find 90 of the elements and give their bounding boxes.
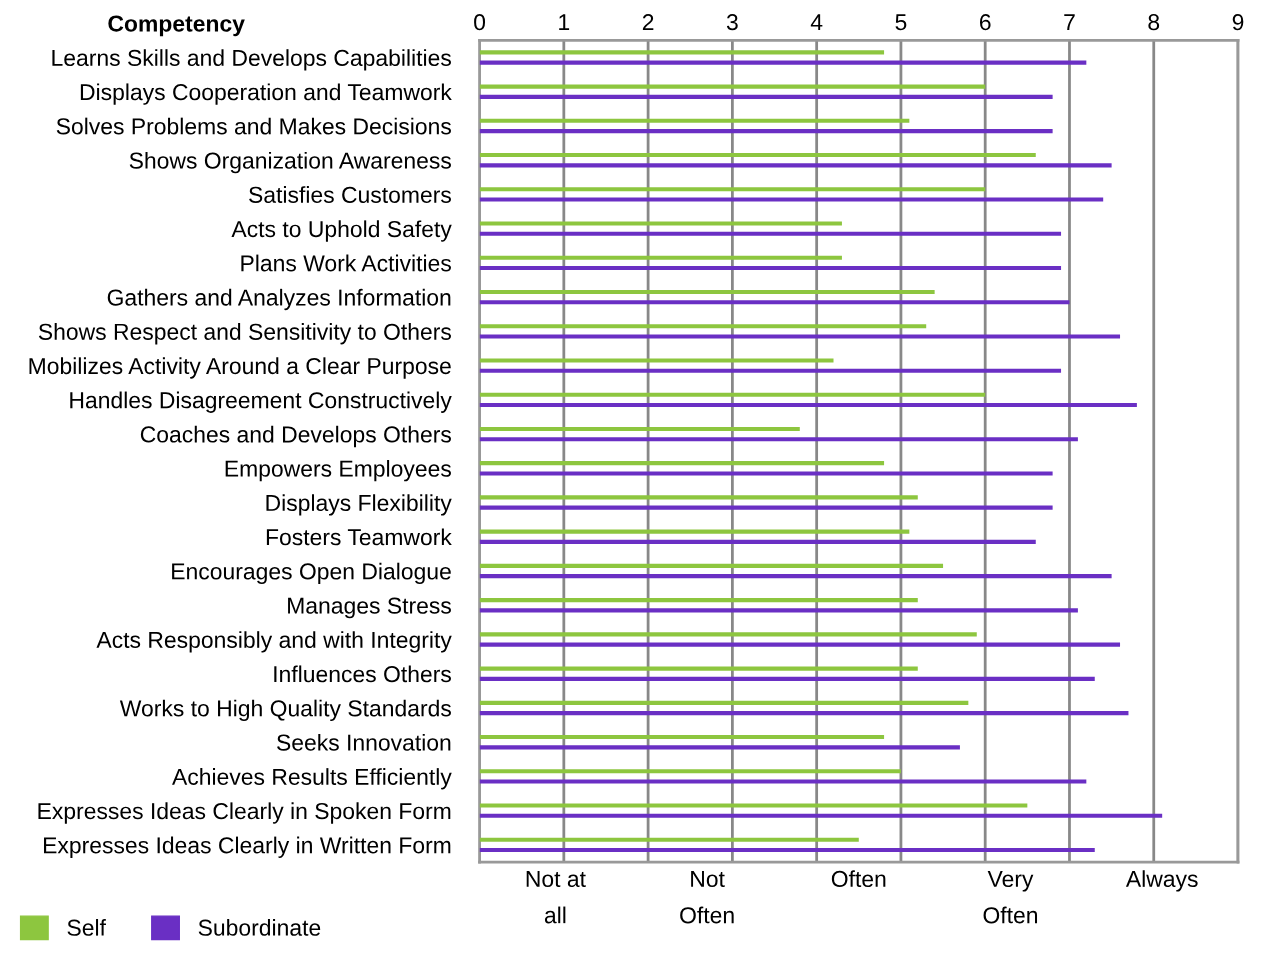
bar	[479, 289, 935, 295]
bar	[479, 84, 986, 89]
y-tick-label: Acts Responsibly and with Integrity	[96, 631, 452, 653]
y-tick-label: Seeks Innovation	[277, 733, 451, 751]
y-tick-label: Encourages Open Dialogue	[172, 562, 451, 585]
bar	[479, 221, 842, 226]
x-tick-label: 9	[1232, 14, 1244, 31]
y-tick-label: Learns Skills and Develops Capabilities	[52, 49, 451, 71]
x-tick-label: 6	[979, 14, 991, 31]
bar	[479, 461, 885, 466]
text: Very Often	[983, 871, 1038, 924]
y-tick-label: Acts to Uphold Safety	[231, 220, 452, 242]
text: Always	[1125, 870, 1198, 892]
legend-label: Subordinate	[198, 919, 321, 936]
bar	[479, 711, 1129, 716]
bar	[479, 94, 1053, 99]
bar	[479, 505, 1053, 510]
y-tick-label: Handles Disagreement Constructively	[70, 391, 452, 413]
y-tick-label: Coaches and Develops Others	[140, 425, 451, 448]
bar	[479, 334, 1121, 339]
bar	[479, 231, 1062, 236]
y-tick-label: Works to High Quality Standards	[119, 699, 451, 722]
bar	[479, 437, 1078, 442]
y-tick-label: Shows Organization Awareness	[129, 151, 451, 174]
bar	[479, 563, 944, 568]
bar	[479, 300, 1070, 305]
y-tick-label: Empowers Employees	[225, 460, 451, 482]
y-tick-label: Displays Flexibility	[266, 494, 452, 516]
y-tick-label: Mobilizes Activity Around a Clear Purpose	[29, 357, 451, 379]
bar	[479, 837, 859, 842]
bar	[479, 153, 1036, 158]
bar	[479, 539, 1036, 544]
y-tick-label: Influences Others	[274, 665, 451, 683]
bar	[479, 50, 885, 55]
y-tick-label: Fosters Teamwork	[266, 528, 452, 546]
x-tick-label: 5	[895, 14, 907, 31]
bar	[479, 358, 834, 363]
bar	[479, 60, 1087, 65]
bar	[479, 598, 918, 603]
bar	[479, 745, 960, 750]
bar	[479, 471, 1053, 476]
text: Not Often	[680, 871, 734, 924]
y-tick-label: Solves Problems and Makes Decisions	[56, 117, 451, 135]
x-tick-label: 4	[810, 14, 823, 31]
bar	[479, 197, 1104, 202]
bar	[479, 666, 918, 671]
bar	[479, 426, 800, 431]
text: Not at all	[526, 871, 586, 924]
legend-label: Self	[67, 919, 106, 936]
x-tick-label: 7	[1064, 14, 1075, 31]
bar	[479, 118, 910, 123]
y-axis-title: Competency	[108, 15, 245, 37]
x-tick-label: 2	[642, 14, 654, 31]
y-tick-label: Gathers and Analyzes Information	[107, 288, 451, 311]
y-tick-label: Expresses Ideas Clearly in Written Form	[44, 836, 451, 858]
bar	[479, 574, 1112, 579]
bar	[479, 642, 1121, 647]
y-tick-label: Achieves Results Efficiently	[172, 768, 452, 790]
bar	[479, 632, 977, 637]
y-tick-label: Shows Respect and Sensitivity to Others	[38, 323, 451, 345]
text: Often	[831, 870, 886, 888]
bar	[479, 735, 885, 740]
y-tick-label: Satisfies Customers	[249, 186, 451, 203]
x-tick-label: 0	[474, 14, 486, 31]
y-tick-label: Expresses Ideas Clearly in Spoken Form	[38, 802, 451, 824]
bar	[479, 402, 1137, 408]
y-tick-label: Plans Work Activities	[241, 254, 451, 272]
bar	[479, 495, 918, 500]
bar	[479, 813, 1163, 818]
x-tick-label: 3	[726, 14, 738, 31]
bar	[479, 392, 986, 397]
x-tick-label: 8	[1148, 14, 1160, 31]
y-tick-label: Manages Stress	[288, 597, 451, 619]
y-tick-label: Displays Cooperation and Teamwork	[80, 83, 452, 105]
bar	[479, 608, 1078, 613]
bar	[479, 324, 927, 329]
bar	[479, 847, 1095, 853]
bar	[479, 187, 986, 192]
bar	[479, 255, 842, 260]
bar	[479, 700, 969, 705]
bar	[479, 676, 1095, 681]
bar	[479, 163, 1112, 168]
x-tick-label: 1	[559, 14, 570, 31]
bar	[479, 769, 901, 774]
bar	[479, 368, 1062, 373]
bar	[479, 803, 1028, 808]
bar	[479, 265, 1062, 271]
bar	[479, 129, 1053, 134]
bar	[479, 779, 1087, 784]
bar	[479, 529, 910, 534]
